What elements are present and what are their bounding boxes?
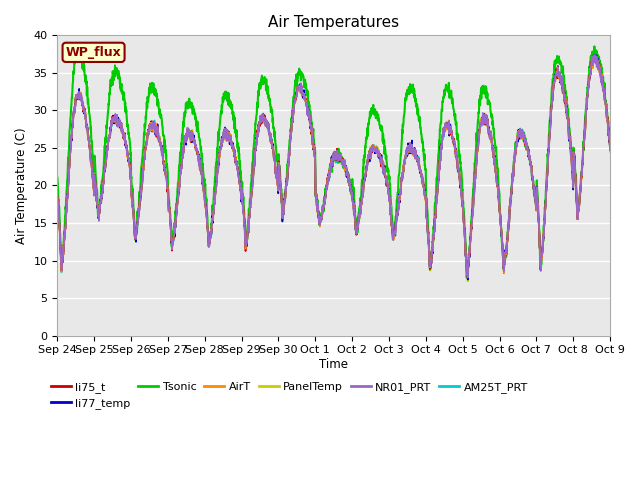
Title: Air Temperatures: Air Temperatures — [268, 15, 399, 30]
Legend: li75_t, li77_temp, Tsonic, AirT, PanelTemp, NR01_PRT, AM25T_PRT: li75_t, li77_temp, Tsonic, AirT, PanelTe… — [47, 377, 532, 413]
X-axis label: Time: Time — [319, 358, 348, 371]
Text: WP_flux: WP_flux — [66, 46, 122, 59]
Y-axis label: Air Temperature (C): Air Temperature (C) — [15, 127, 28, 244]
